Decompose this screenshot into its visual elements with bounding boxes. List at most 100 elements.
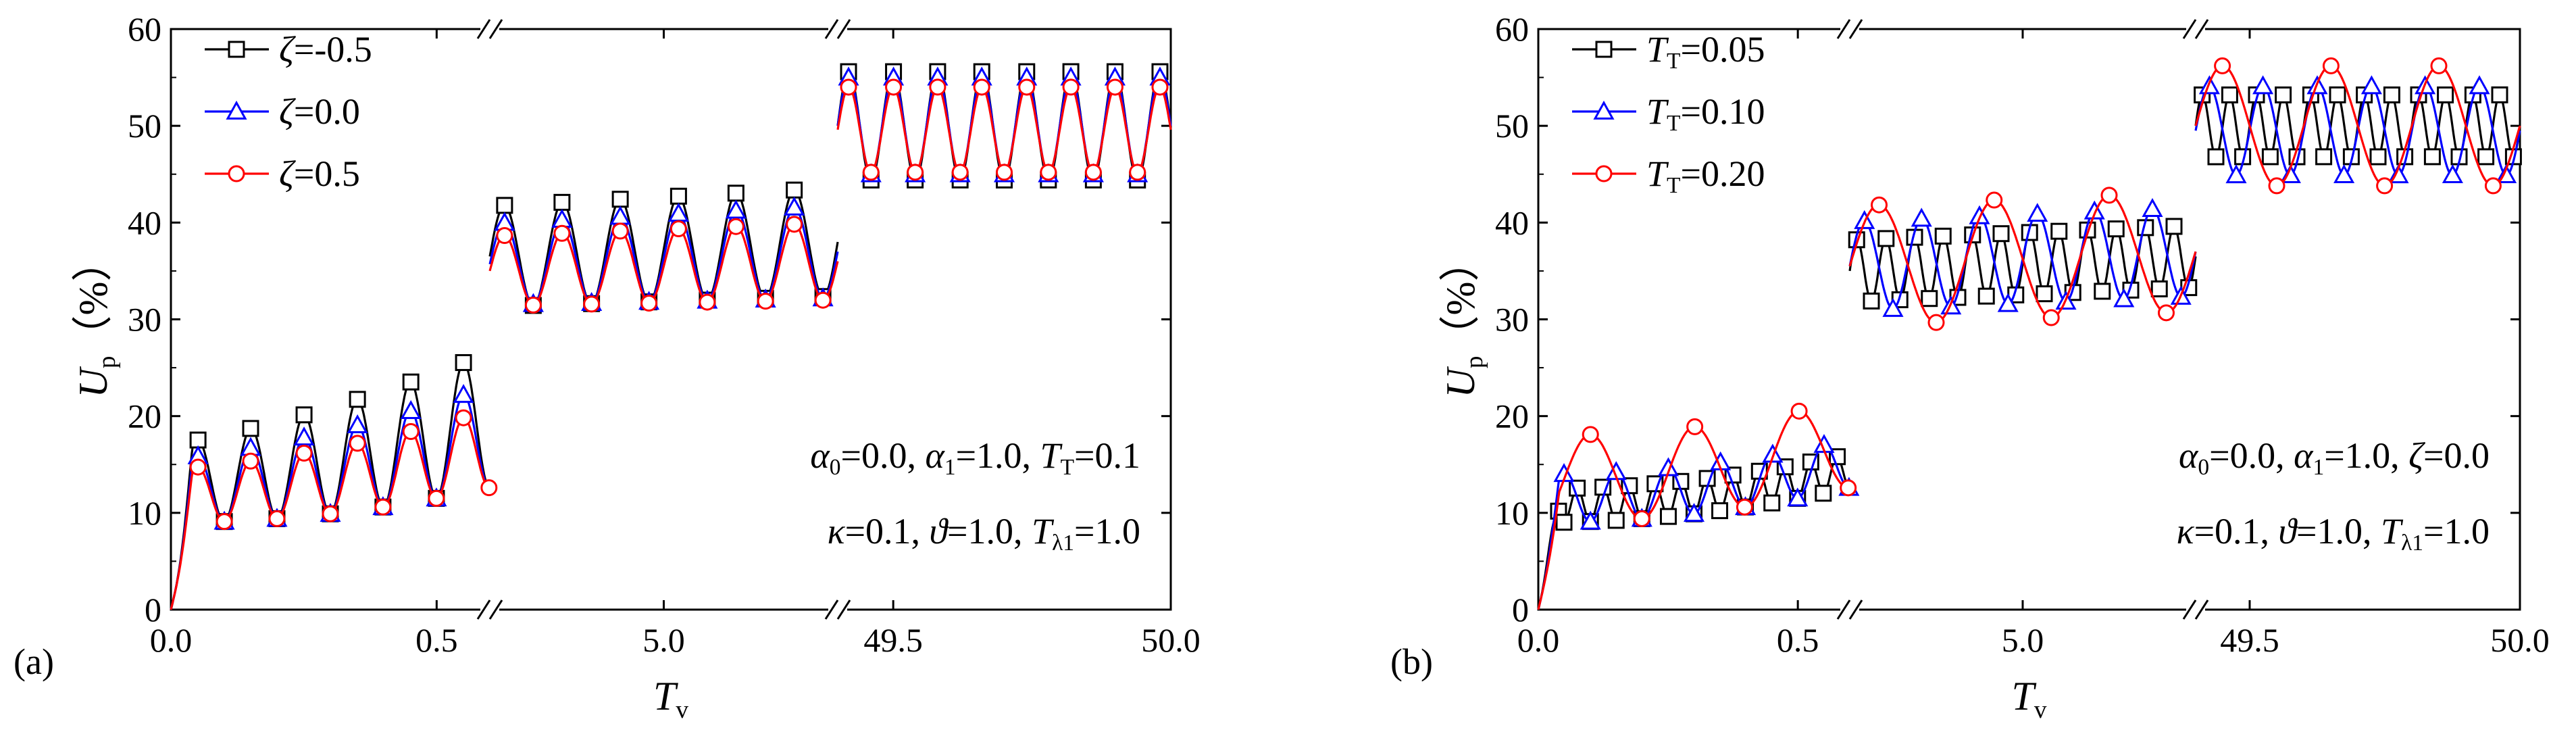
triangle-marker bbox=[2252, 75, 2274, 95]
circle-marker bbox=[840, 78, 857, 96]
axis-break-mark bbox=[488, 19, 503, 39]
y-axis-label: Up（%） bbox=[71, 241, 121, 398]
circle-marker bbox=[699, 293, 716, 311]
triangle-marker bbox=[2113, 288, 2135, 308]
value-text: =1.0 bbox=[2423, 511, 2490, 551]
axis-break-mark bbox=[836, 19, 851, 39]
value-text: =0.1 bbox=[1074, 435, 1140, 476]
square-marker bbox=[2369, 148, 2387, 166]
y-tick-label: 50 bbox=[128, 107, 161, 145]
square-marker bbox=[1992, 225, 2010, 243]
square-marker bbox=[2207, 148, 2225, 166]
y-tick-label: 30 bbox=[128, 301, 161, 339]
value-text: =1.0, bbox=[2324, 435, 2408, 476]
circle-marker bbox=[2157, 304, 2175, 322]
x-tick-label: 0.0 bbox=[1517, 621, 1560, 659]
symbol-text: T bbox=[1646, 153, 1669, 194]
square-marker bbox=[1555, 514, 1573, 531]
y-tick-label: 40 bbox=[1495, 203, 1529, 241]
value-text: =1.0, bbox=[2296, 511, 2381, 551]
triangle-marker bbox=[400, 400, 422, 420]
panel-label: (b) bbox=[1390, 641, 1433, 682]
square-marker bbox=[402, 373, 420, 391]
x-axis-label: Tv bbox=[2012, 674, 2047, 724]
circle-marker bbox=[670, 220, 687, 238]
axis-break-mark bbox=[476, 599, 491, 620]
parameter-annotation: α0=0.0, α1=1.0, ζ=0.0 bbox=[2179, 435, 2490, 480]
circle-marker bbox=[640, 295, 658, 312]
x-axis-label-symbol: T bbox=[2012, 674, 2037, 718]
symbol-text: ζ bbox=[279, 91, 296, 132]
triangle-marker bbox=[1787, 487, 1809, 507]
triangle-marker bbox=[2225, 164, 2247, 184]
x-tick-label: 49.5 bbox=[863, 621, 923, 659]
circle-marker bbox=[2430, 57, 2448, 74]
x-axis-label-subscript: v bbox=[676, 696, 688, 724]
y-tick-label: 60 bbox=[1495, 10, 1529, 48]
circle-marker bbox=[1790, 402, 1808, 420]
square-marker bbox=[2261, 148, 2279, 166]
square-marker bbox=[553, 193, 571, 211]
axis-break-mark bbox=[824, 599, 839, 620]
legend-label: TT=0.10 bbox=[1646, 91, 1765, 136]
legend-label: ζ=0.5 bbox=[279, 153, 360, 194]
triangle-marker bbox=[1580, 510, 1601, 530]
circle-marker bbox=[786, 216, 803, 233]
square-marker bbox=[189, 431, 207, 449]
square-marker bbox=[1921, 290, 1938, 308]
circle-marker bbox=[402, 423, 420, 441]
square-marker bbox=[2275, 86, 2292, 103]
symbol-text: α bbox=[2294, 435, 2314, 476]
triangle-marker bbox=[1969, 205, 1990, 224]
symbol-text: α bbox=[810, 435, 830, 476]
symbol-text: ζ bbox=[2408, 435, 2425, 476]
symbol-text: T bbox=[1646, 91, 1669, 132]
y-tick-label: 10 bbox=[128, 494, 161, 532]
square-marker bbox=[2477, 148, 2495, 166]
square-marker bbox=[295, 406, 313, 424]
value-text: =0.1, bbox=[2194, 511, 2279, 551]
square-marker bbox=[786, 181, 803, 199]
y-axis-label-unit: （%） bbox=[71, 241, 116, 356]
axis-break-mark bbox=[1836, 599, 1851, 620]
square-marker bbox=[1607, 512, 1625, 529]
square-marker bbox=[349, 391, 366, 408]
y-tick-label: 40 bbox=[128, 203, 161, 241]
legend-label: TT=0.20 bbox=[1646, 153, 1765, 198]
legend-entry: ζ=-0.5 bbox=[205, 29, 372, 70]
symbol-text: ζ bbox=[279, 29, 296, 70]
triangle-marker bbox=[725, 199, 747, 219]
circle-marker bbox=[907, 164, 924, 181]
circle-marker bbox=[1129, 164, 1146, 181]
circle-marker bbox=[2484, 177, 2502, 195]
square-marker bbox=[1595, 41, 1613, 58]
symbol-text: α bbox=[925, 435, 945, 476]
value-text: =0.10 bbox=[1681, 91, 1765, 132]
circle-marker bbox=[1151, 78, 1169, 96]
circle-marker bbox=[583, 295, 601, 313]
series-2 bbox=[1537, 57, 2521, 610]
value-text: =0.05 bbox=[1681, 29, 1765, 70]
circle-marker bbox=[189, 458, 207, 476]
legend-label: ζ=-0.5 bbox=[279, 29, 372, 70]
symbol-text: T bbox=[1646, 29, 1669, 70]
y-tick-label: 20 bbox=[1495, 397, 1529, 435]
circle-marker bbox=[428, 489, 445, 507]
circle-marker bbox=[216, 513, 233, 531]
y-axis-label-subscript: p bbox=[93, 356, 121, 369]
square-marker bbox=[2150, 280, 2168, 297]
triangle-marker bbox=[2442, 164, 2463, 184]
circle-marker bbox=[1062, 78, 1080, 96]
square-marker bbox=[2094, 283, 2111, 300]
circle-marker bbox=[2214, 57, 2231, 74]
circle-marker bbox=[268, 510, 286, 527]
symbol-text: T bbox=[1032, 511, 1055, 551]
circle-marker bbox=[973, 78, 990, 96]
square-marker bbox=[242, 420, 259, 437]
square-marker bbox=[2107, 220, 2125, 238]
triangle-marker bbox=[1911, 207, 1932, 227]
series-line bbox=[2194, 64, 2521, 187]
square-marker bbox=[2423, 148, 2441, 166]
square-marker bbox=[2437, 86, 2454, 103]
